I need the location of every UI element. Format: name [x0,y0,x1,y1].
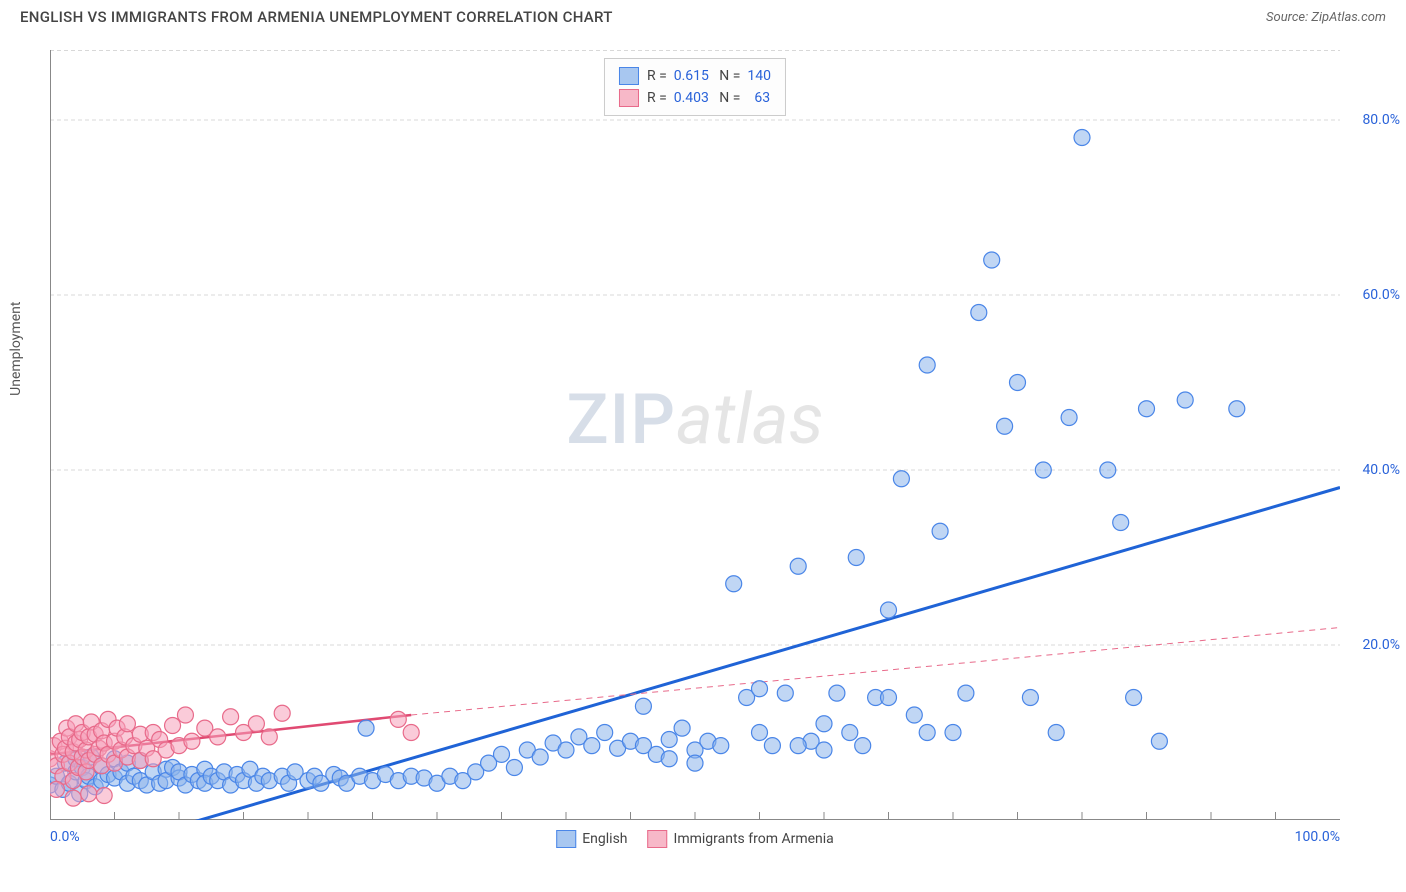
y-tick-label: 80.0% [1362,112,1400,128]
legend-row: R = 0.403 N = 63 [619,87,771,109]
legend-swatch [619,67,639,85]
scatter-chart: ZIPatlas Unemployment R = 0.615 N = 140R… [50,50,1340,820]
plot-svg [50,50,1340,820]
legend-item: English [556,830,627,848]
source-attribution: Source: ZipAtlas.com [1266,10,1386,25]
legend-item: Immigrants from Armenia [648,830,834,848]
legend-row: R = 0.615 N = 140 [619,65,771,87]
legend-label: Immigrants from Armenia [674,831,834,847]
y-tick-label: 20.0% [1362,637,1400,653]
legend-label: English [582,831,627,847]
legend-swatch [619,89,639,107]
x-tick-label: 0.0% [50,829,80,845]
legend-stats: R = 0.403 N = 63 [647,90,770,106]
y-tick-label: 60.0% [1362,287,1400,303]
legend-swatch [556,830,576,848]
legend-swatch [648,830,668,848]
correlation-legend: R = 0.615 N = 140 R = 0.403 N = 63 [604,58,786,116]
series-legend: English Immigrants from Armenia [556,830,834,848]
legend-stats: R = 0.615 N = 140 [647,68,771,84]
y-axis-label: Unemployment [8,302,24,396]
x-tick-label: 100.0% [1295,829,1340,845]
chart-title: ENGLISH VS IMMIGRANTS FROM ARMENIA UNEMP… [20,8,613,26]
y-tick-label: 40.0% [1362,462,1400,478]
